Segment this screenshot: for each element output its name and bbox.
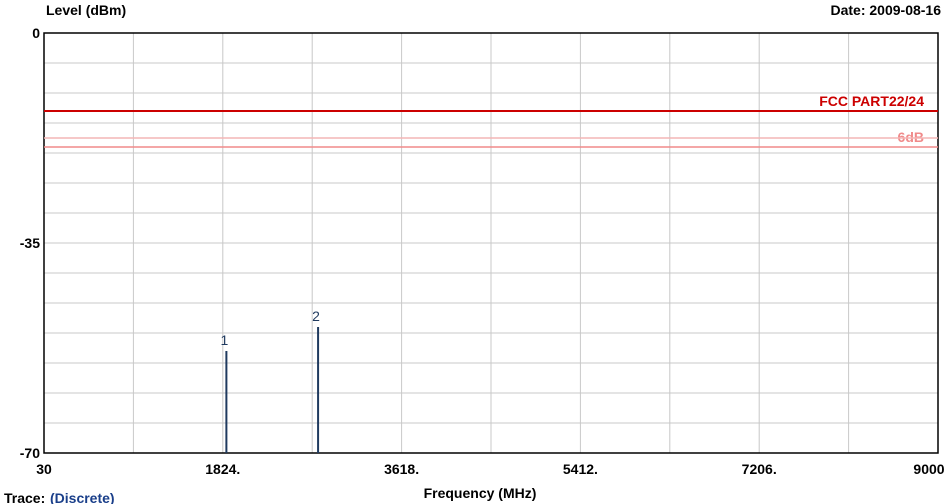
- y-axis-label: Level (dBm): [46, 2, 126, 18]
- date-label: Date: 2009-08-16: [830, 2, 941, 18]
- y-tick-label: -70: [20, 445, 40, 461]
- x-tick-label: 7206.: [742, 461, 777, 477]
- plot-frame: [43, 32, 939, 454]
- limit-line-label: FCC PART22/24: [819, 93, 924, 109]
- x-tick-label: 5412.: [563, 461, 598, 477]
- limit-lines: FCC PART22/24 6dB: [44, 93, 938, 148]
- limit-line-label: 6dB: [898, 129, 924, 145]
- marker-label: 2: [312, 308, 320, 324]
- marker-label: 1: [220, 332, 228, 348]
- x-tick-label: 30: [36, 461, 52, 477]
- x-axis-label: Frequency (MHz): [424, 485, 537, 501]
- x-tick-label: 3618.: [384, 461, 419, 477]
- x-tick-label: 1824.: [205, 461, 240, 477]
- markers: 12: [220, 308, 320, 453]
- y-tick-label: 0: [32, 25, 40, 41]
- grid: [44, 33, 938, 453]
- trace-value: (Discrete): [50, 490, 115, 504]
- y-tick-label: -35: [20, 235, 40, 251]
- trace-label: Trace:: [4, 490, 45, 504]
- x-tick-label: 9000: [913, 461, 944, 477]
